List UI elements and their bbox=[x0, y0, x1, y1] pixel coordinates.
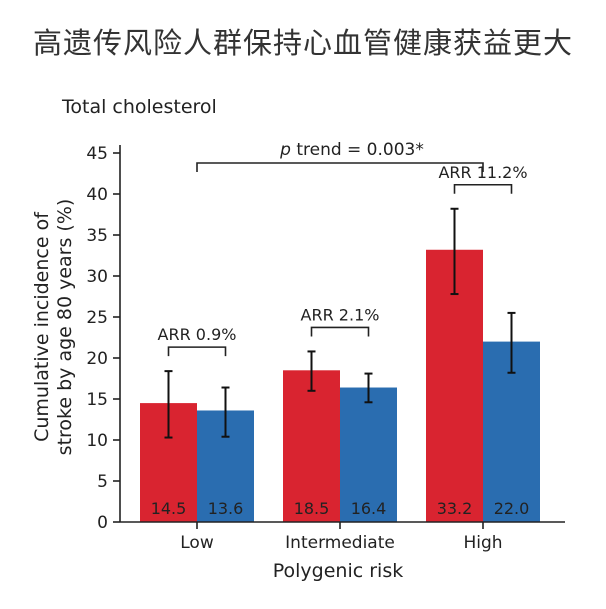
y-tick-label: 0 bbox=[97, 513, 108, 533]
x-axis: Low Intermediate High bbox=[120, 521, 565, 553]
trend-text: trend = 0.003* bbox=[291, 140, 424, 160]
x-axis-label: Polygenic risk bbox=[273, 560, 403, 582]
x-tick-label: Intermediate bbox=[285, 533, 395, 553]
headline: 高遗传风险人群保持心血管健康获益更大 bbox=[32, 26, 573, 60]
x-tick-label: Low bbox=[180, 533, 214, 553]
y-axis: 0 5 10 15 20 25 30 35 40 45 bbox=[86, 144, 121, 533]
arr-bracket bbox=[310, 326, 370, 337]
arr-label: ARR 2.1% bbox=[301, 305, 380, 324]
y-tick-label: 25 bbox=[86, 308, 108, 328]
y-tick-label: 40 bbox=[86, 185, 108, 205]
bar bbox=[283, 370, 340, 522]
trend-bracket bbox=[196, 162, 484, 172]
annotations: ARR 0.9% ARR 2.1% ARR 11.2% p trend = 0.003… bbox=[158, 140, 528, 357]
trend-label: p trend = 0.003* bbox=[279, 140, 424, 160]
bars: 14.5 13.6 18.5 16.4 33.2 22.0 bbox=[140, 207, 540, 522]
bar-value-label: 13.6 bbox=[208, 499, 244, 518]
y-tick-label: 20 bbox=[86, 349, 108, 369]
y-tick-label: 10 bbox=[86, 431, 108, 451]
y-axis-label-line2: stroke by age 80 years (%) bbox=[54, 199, 76, 456]
x-tick-label: High bbox=[463, 533, 502, 553]
y-tick-label: 45 bbox=[86, 144, 108, 164]
trend-p: p bbox=[279, 140, 291, 160]
arr-label: ARR 11.2% bbox=[438, 163, 527, 182]
bar-value-label: 14.5 bbox=[151, 499, 187, 518]
y-tick-label: 35 bbox=[86, 226, 108, 246]
y-tick-label: 5 bbox=[97, 472, 108, 492]
bar-value-label: 22.0 bbox=[494, 499, 530, 518]
bar bbox=[426, 249, 483, 522]
arr-bracket bbox=[167, 346, 227, 357]
bar-value-label: 18.5 bbox=[294, 499, 330, 518]
y-tick-label: 30 bbox=[86, 267, 108, 287]
y-tick-label: 15 bbox=[86, 390, 108, 410]
bar-value-label: 16.4 bbox=[351, 499, 387, 518]
bar-value-label: 33.2 bbox=[437, 499, 473, 518]
arr-bracket bbox=[453, 183, 513, 194]
chart-title: Total cholesterol bbox=[61, 96, 217, 118]
arr-label: ARR 0.9% bbox=[158, 325, 237, 344]
bar bbox=[340, 387, 397, 522]
y-axis-label-line1: Cumulative incidence of bbox=[31, 211, 53, 442]
